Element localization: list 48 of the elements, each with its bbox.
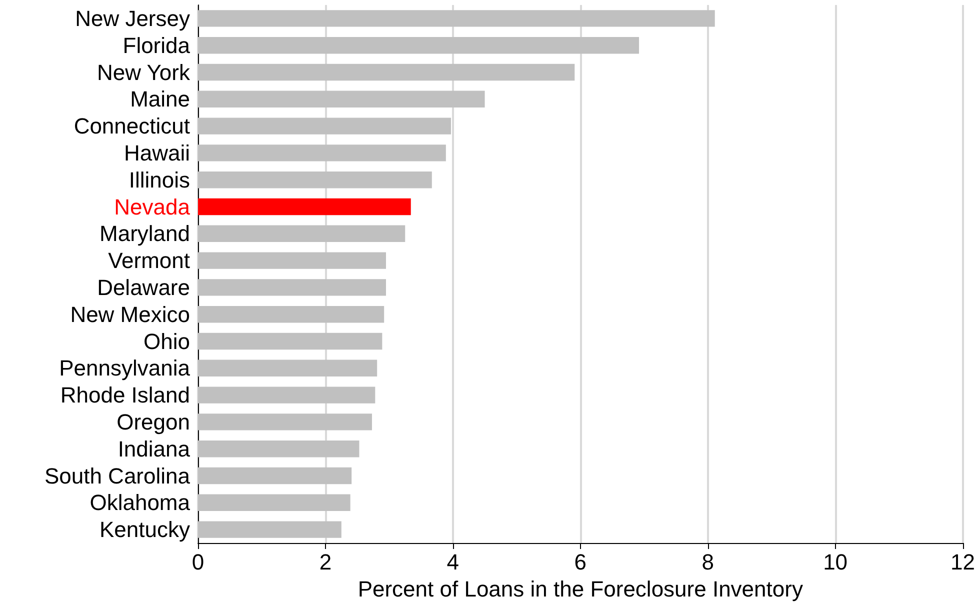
bar (198, 172, 432, 188)
y-tick-label: Illinois (128, 167, 190, 192)
bar (198, 37, 640, 54)
x-tick-label: 6 (574, 550, 587, 574)
bar (198, 198, 411, 216)
bar (198, 521, 342, 538)
y-tick-label: Oklahoma (90, 490, 191, 516)
bar (198, 90, 485, 108)
bar (198, 332, 382, 350)
x-axis-title: Percent of Loans in the Foreclosure Inventory (358, 576, 803, 602)
y-tick-label: Indiana (118, 436, 191, 462)
bar (198, 467, 352, 484)
x-tick-label: 12 (950, 550, 976, 574)
bar (198, 64, 575, 81)
y-tick-label: New Jersey (75, 6, 190, 31)
x-tick-label: 10 (823, 550, 848, 574)
bar (198, 10, 715, 27)
bar (198, 306, 384, 323)
bar (198, 386, 376, 404)
y-tick-label: Nevada (114, 194, 191, 220)
x-tick-label: 0 (192, 550, 204, 574)
y-tick-label: Pennsylvania (59, 356, 191, 381)
bar (198, 279, 386, 296)
y-tick-label: Delaware (97, 274, 190, 300)
y-tick-label: Kentucky (100, 517, 190, 542)
y-tick-label: Ohio (144, 328, 190, 354)
bar (198, 252, 386, 269)
y-tick-label: Florida (122, 32, 191, 58)
y-tick-label: Rhode Island (60, 382, 190, 408)
bar (198, 440, 360, 458)
bar (198, 494, 350, 511)
x-tick-label: 2 (319, 550, 332, 574)
x-tick-label: 8 (702, 550, 714, 574)
y-tick-label: Hawaii (124, 140, 190, 166)
y-tick-label: Maryland (100, 221, 190, 246)
bar (198, 225, 406, 242)
y-tick-label: New York (97, 60, 191, 85)
bar (198, 118, 452, 134)
y-tick-label: Vermont (108, 248, 190, 274)
bar (198, 360, 378, 376)
x-tick-label: 4 (446, 550, 460, 574)
y-tick-label: Oregon (116, 409, 190, 434)
y-tick-label: South Carolina (44, 463, 191, 488)
y-tick-label: Maine (130, 86, 190, 112)
bar (198, 414, 372, 430)
bar (198, 144, 446, 162)
y-tick-label: New Mexico (70, 302, 190, 327)
y-tick-label: Connecticut (74, 114, 190, 139)
